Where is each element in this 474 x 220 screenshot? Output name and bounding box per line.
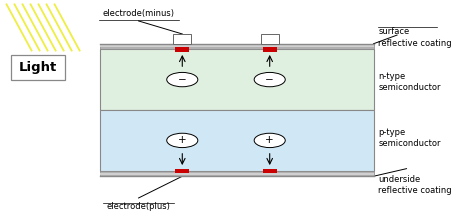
Bar [175,48,189,52]
Text: underside
reflective coating: underside reflective coating [378,175,452,195]
Text: +: + [265,136,274,145]
Bar [261,34,279,44]
Circle shape [167,133,198,148]
Text: n-type
semiconductor: n-type semiconductor [378,72,441,92]
Bar [11,55,65,80]
Bar [263,48,277,52]
Text: −: − [265,75,274,84]
Bar [100,44,374,49]
Bar [173,34,191,44]
Bar [100,45,374,47]
Text: Light: Light [19,61,57,74]
Text: electrode(minus): electrode(minus) [102,9,174,18]
Bar [100,173,374,175]
Bar [100,110,374,171]
Circle shape [254,133,285,148]
Circle shape [254,72,285,87]
Bar [175,169,189,173]
Text: +: + [178,136,187,145]
Text: p-type
semiconductor: p-type semiconductor [378,128,441,148]
Text: −: − [178,75,187,84]
Text: electrode(plus): electrode(plus) [107,202,171,211]
Bar [263,169,277,173]
Bar [100,49,374,110]
Circle shape [167,72,198,87]
Bar [100,171,374,176]
Text: surface
reflective coating: surface reflective coating [378,28,452,48]
